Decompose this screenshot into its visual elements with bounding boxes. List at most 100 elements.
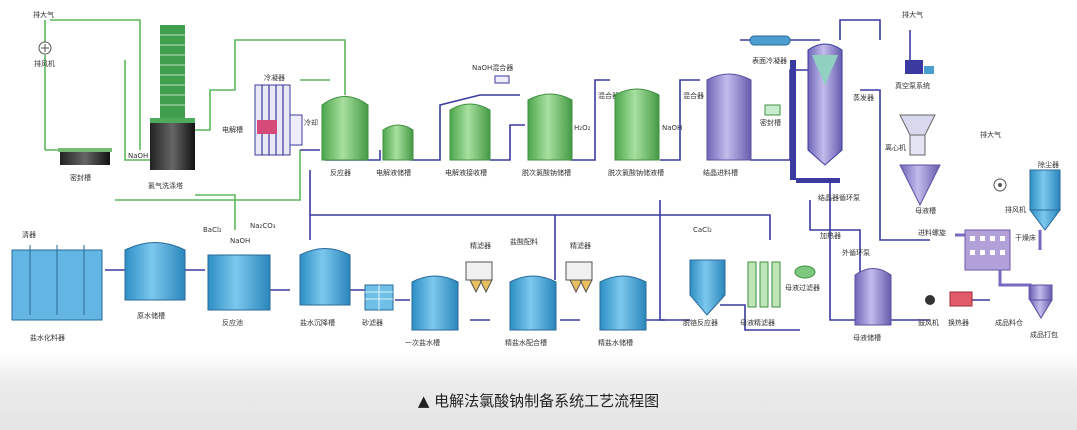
brine-storage-label: 盐水沉降槽: [300, 318, 335, 327]
cooler-top-label: 冷凝器: [264, 73, 285, 82]
precision-filter-1: [465, 261, 493, 294]
dechlorination-tank-1: [527, 93, 573, 161]
dust-collector-label: 除尘器: [1038, 160, 1059, 169]
sand-filter: [364, 284, 394, 311]
filter-press-label: 母液精滤器: [740, 318, 775, 327]
diagram-caption: ▲ 电解法氯酸钠制备系统工艺流程图: [0, 390, 1077, 411]
blower-label: 鼓风机: [918, 318, 939, 327]
vacuum-system-label: 真空泵系统: [895, 81, 930, 90]
salt-dissolver-label: 盐水化料器: [30, 333, 65, 342]
product-silo-label: 成品料仓: [995, 318, 1023, 327]
bacl2-label: BaCl₂: [203, 226, 222, 234]
naoh-bottom-label: NaOH: [230, 237, 250, 245]
heater-label: 加热器: [820, 231, 841, 240]
mixer-2-label: 混合器: [683, 91, 704, 100]
dechrome-reactor: [689, 259, 726, 316]
primary-brine-tank: [411, 275, 459, 331]
dechlorination-tank-2: [614, 88, 660, 161]
process-flow-diagram: 排大气 排风机 密封槽 氯气洗涤塔 NaOH 电解槽 冷凝器 冷却 反应器: [11, 10, 1061, 347]
primary-brine-tank-label: 一次盐水槽: [405, 338, 440, 347]
hcl-label: 盐酸配料: [510, 237, 538, 246]
raw-water-tank: [124, 242, 186, 301]
cooling-label: 冷却: [304, 118, 318, 127]
reactor-tank: [321, 96, 369, 161]
mother-liquor-filter-press: [747, 261, 781, 308]
electrolyte-storage-label: 电解液储槽: [376, 168, 411, 177]
caption-marker: ▲: [417, 392, 430, 410]
dechrome-reactor-label: 脱铬反应器: [683, 318, 718, 327]
surface-condenser-label: 表面冷凝器: [752, 56, 787, 65]
refined-brine-mix-tank: [509, 275, 557, 331]
exhaust-fan-left: [38, 41, 52, 55]
na2co3-label: Na₂CO₃: [250, 222, 276, 230]
electrolyzer-label: 电解槽: [222, 125, 243, 134]
product-silo: [1029, 284, 1053, 319]
centrifuge: [899, 114, 936, 156]
solid-filter-label: 母液过滤器: [785, 283, 820, 292]
refined-brine-tank: [599, 275, 647, 331]
fan-label-right: 排风机: [1005, 205, 1026, 214]
brine-settling-tank: [299, 248, 351, 306]
cooling-box: [289, 114, 303, 146]
precision-filter-1-label: 精滤器: [470, 241, 491, 250]
heat-exchanger-label: 换热器: [948, 318, 969, 327]
liquid-tank-label: 母液储槽: [853, 333, 881, 342]
naoh-mixer: [494, 75, 510, 84]
electrolyte-receiving-tank: [449, 103, 491, 161]
feed-screw-label: 进料螺旋: [918, 228, 946, 237]
mother-liquor-bag-filter: [794, 265, 816, 279]
vacuum-pump-system: [905, 60, 934, 74]
electrolyte-tank-label: 电解液接收槽: [445, 168, 487, 177]
cacl2-label: CaCl₂: [693, 226, 712, 234]
caption-band: [0, 352, 1077, 430]
packing-label: 成品打包: [1030, 330, 1058, 339]
mother-liquor-storage-tank: [854, 268, 892, 326]
heat-exchanger: [949, 291, 973, 307]
evaporator-top-label: 蒸发器: [853, 93, 874, 102]
seal-tank-2: [764, 104, 781, 116]
naoh-mixer-label: NaOH混合器: [472, 63, 513, 72]
precision-filter-2-label: 精滤器: [570, 241, 591, 250]
raw-water-tank-label: 原水储槽: [137, 311, 165, 320]
sand-filter-label: 砂滤器: [362, 318, 383, 327]
h2o2-label-1: H₂O₂: [574, 124, 591, 132]
seal-tank-label: 密封槽: [70, 173, 91, 182]
circulation-label: 外循环泵: [842, 248, 870, 257]
seal-tank-left: [58, 148, 112, 165]
electrolyte-storage-tank: [382, 124, 414, 161]
precision-filter-2: [565, 261, 593, 294]
caption-title: 电解法氯酸钠制备系统工艺流程图: [434, 392, 660, 410]
reaction-pool: [207, 254, 271, 311]
seal-tank-2-label: 密封槽: [760, 118, 781, 127]
reactor-label: 反应器: [330, 168, 351, 177]
h2o2-label-2: NaOH: [662, 124, 682, 132]
water-label: 清器: [22, 230, 36, 239]
crystal-feed-tank-label: 结晶进料槽: [703, 168, 738, 177]
chlorine-scrubber-label: 氯气洗涤塔: [148, 181, 183, 190]
naoh-top-label: NaOH: [128, 152, 148, 160]
electrolyzer: [254, 84, 291, 156]
refined-brine-tank-label: 精盐水储槽: [598, 338, 633, 347]
evaporator-label: 结晶器循环泵: [818, 193, 860, 202]
dechlor-tank-2-label: 脱次氯酸钠储液槽: [608, 168, 664, 177]
mother-tank-label: 母液槽: [915, 206, 936, 215]
vent-label-right: 排大气: [980, 130, 1001, 139]
surface-condenser: [749, 35, 791, 46]
fan-label-top-left: 排风机: [34, 59, 55, 68]
dust-collector: [1029, 169, 1061, 231]
vent-label-top-right: 排大气: [902, 10, 923, 19]
reaction-pool-label: 反应池: [222, 318, 243, 327]
refined-brine-mix-label: 精盐水配合槽: [505, 338, 547, 347]
dechlor-tank-1-label: 脱次氯酸钠储槽: [522, 168, 571, 177]
mixer-1-label: 混合器: [598, 91, 619, 100]
chlorine-scrubber-tower: [150, 25, 195, 170]
evaporator: [790, 43, 843, 183]
blower: [925, 295, 935, 305]
vent-label-top-left: 排大气: [33, 10, 54, 19]
cyclone-label: 离心机: [885, 143, 906, 152]
crystal-feed-tank: [706, 73, 752, 161]
salt-dissolver: [11, 245, 103, 321]
mother-liquor-hopper: [899, 164, 941, 207]
dryer-label: 干燥床: [1015, 233, 1036, 242]
dryer-bed: [964, 229, 1011, 271]
